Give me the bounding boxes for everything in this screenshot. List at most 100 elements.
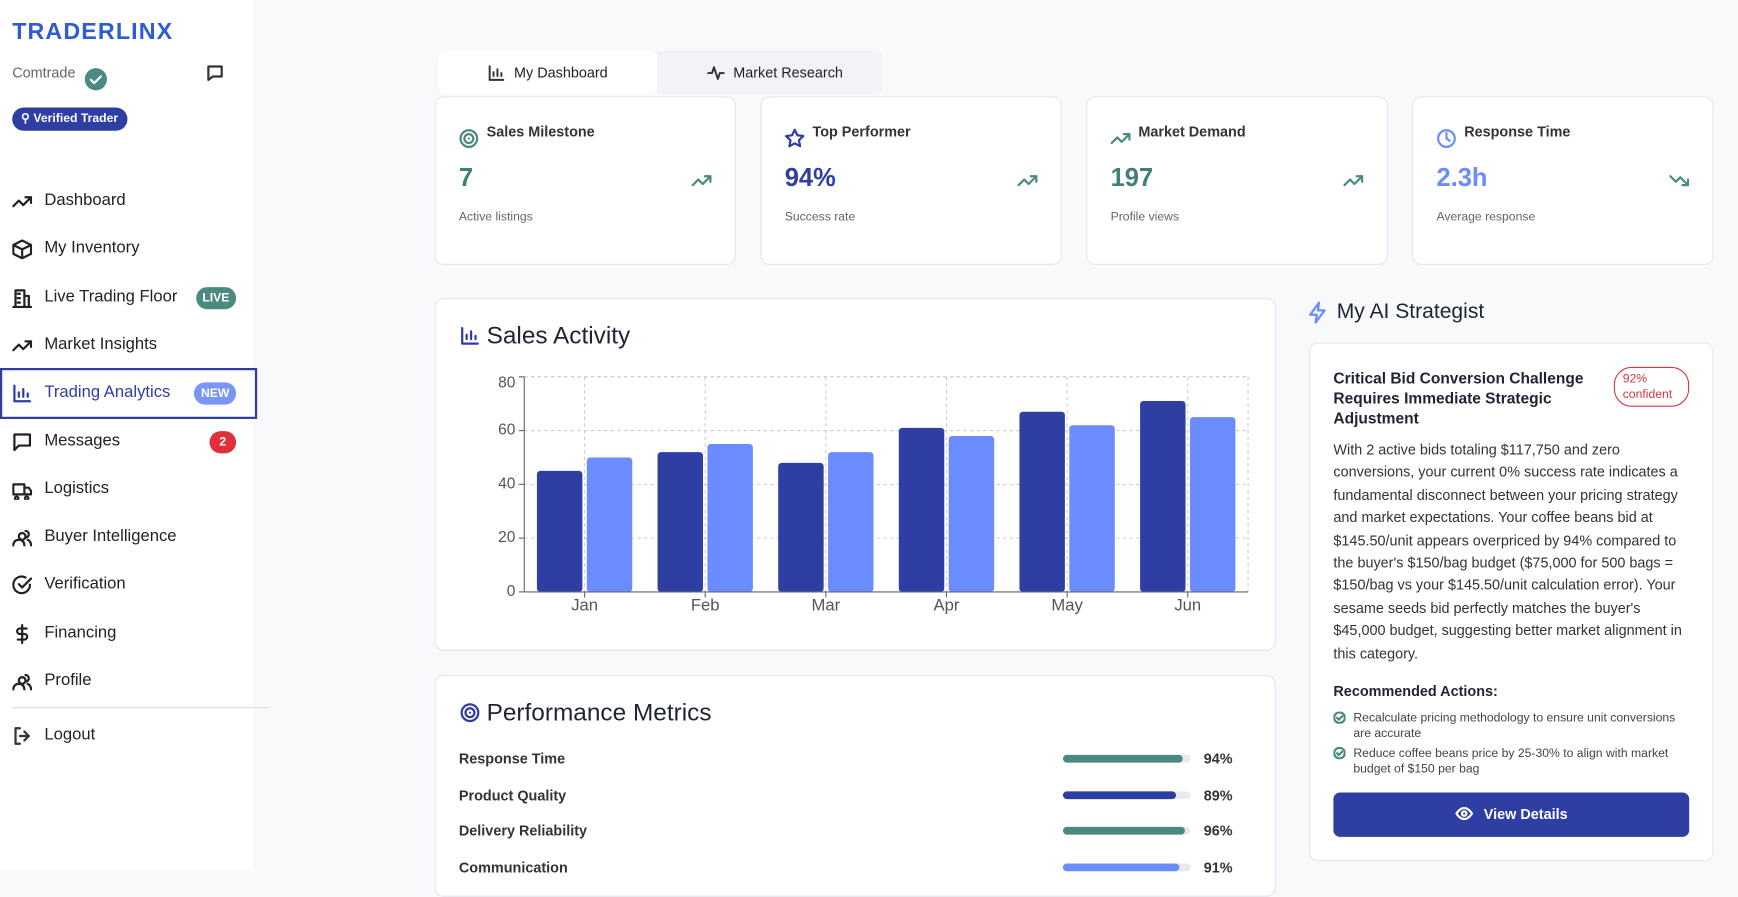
x-tick-label: Jun bbox=[1174, 596, 1201, 615]
tab-icon bbox=[488, 64, 504, 81]
action-item: Recalculate pricing methodology to ensur… bbox=[1353, 711, 1676, 741]
nav-item[interactable]: Messages bbox=[44, 430, 121, 450]
stat-card: Sales Milestone 7 Active listings bbox=[434, 96, 736, 265]
insight-heading: Critical Bid Conversion Challenge Requir… bbox=[1333, 369, 1584, 427]
chart-icon bbox=[461, 326, 479, 345]
metric-bar bbox=[1062, 754, 1183, 763]
section-title: My AI Strategist bbox=[1336, 300, 1485, 324]
tab-label: My Dashboard bbox=[513, 64, 608, 81]
bar bbox=[1019, 411, 1065, 592]
nav-item[interactable]: Financing bbox=[44, 622, 117, 642]
nav-icon bbox=[13, 432, 32, 451]
logout[interactable]: Logout bbox=[44, 724, 96, 744]
stat-card: Response Time 2.3h Average response bbox=[1412, 96, 1714, 265]
bolt-icon bbox=[1309, 301, 1326, 324]
company-name: Comtrade bbox=[12, 64, 76, 81]
nav-icon bbox=[12, 575, 33, 595]
eye-icon bbox=[1454, 806, 1473, 821]
stat-value: 7 bbox=[458, 162, 474, 192]
sales-card: Sales Activity 0 20 40 60 80 Jan Feb Mar Apr May J… bbox=[434, 298, 1276, 651]
tab[interactable]: Market Research bbox=[665, 51, 884, 94]
stat-title: Top Performer bbox=[812, 123, 911, 140]
stat-title: Response Time bbox=[1464, 123, 1571, 140]
check-icon bbox=[1333, 711, 1346, 724]
y-tick-label: 20 bbox=[498, 529, 516, 546]
page: TRADERLINX Comtrade ⚲ Verified Trader Lo… bbox=[0, 18, 1714, 897]
target-icon bbox=[460, 703, 480, 723]
stat-icon bbox=[1437, 129, 1456, 148]
bar bbox=[1189, 417, 1236, 592]
nav-tag: 2 bbox=[209, 430, 237, 453]
metric-value: 89% bbox=[1203, 786, 1233, 804]
chat-icon[interactable] bbox=[206, 64, 224, 82]
nav-icon bbox=[12, 340, 33, 352]
x-tick-label: Mar bbox=[812, 596, 841, 615]
trend-icon bbox=[1669, 175, 1690, 187]
metric-bar bbox=[1062, 790, 1177, 799]
bar bbox=[1140, 401, 1186, 592]
y-tick-label: 40 bbox=[498, 475, 516, 492]
nav-item[interactable]: Logistics bbox=[44, 478, 110, 498]
strategist-card: Critical Bid Conversion Challenge Requir… bbox=[1309, 342, 1714, 862]
nav-tag: NEW bbox=[194, 382, 237, 405]
stat-caption: Active listings bbox=[458, 210, 533, 224]
nav-icon bbox=[12, 196, 33, 208]
bar bbox=[898, 427, 945, 592]
metric-label: Communication bbox=[458, 858, 568, 876]
actions-title: Recommended Actions: bbox=[1333, 682, 1498, 700]
nav-icon bbox=[16, 623, 29, 644]
view-details-button[interactable]: View Details bbox=[1333, 792, 1690, 837]
stat-caption: Average response bbox=[1436, 210, 1536, 224]
divider bbox=[12, 707, 269, 709]
metric-bar bbox=[1062, 826, 1186, 835]
nav-icon bbox=[12, 239, 33, 260]
confidence-badge: 92% confident bbox=[1613, 366, 1690, 407]
trend-icon bbox=[1343, 175, 1364, 187]
app: TRADERLINX Comtrade ⚲ Verified Trader Lo… bbox=[0, 18, 1714, 897]
trend-icon bbox=[691, 175, 712, 187]
x-tick-label: Jan bbox=[571, 596, 598, 615]
stat-card: Top Performer 94% Success rate bbox=[760, 96, 1062, 265]
metric-label: Response Time bbox=[458, 750, 566, 768]
logout-icon bbox=[14, 727, 30, 745]
nav-item[interactable]: Live Trading Floor bbox=[44, 286, 178, 306]
button-label: View Details bbox=[1483, 805, 1568, 823]
nav-item[interactable]: Dashboard bbox=[44, 190, 126, 210]
logo[interactable]: TRADERLINX bbox=[12, 18, 174, 45]
tab-icon bbox=[706, 65, 725, 80]
check-icon bbox=[1333, 747, 1346, 760]
trend-icon bbox=[1017, 175, 1038, 187]
nav-icon bbox=[12, 529, 33, 547]
stat-icon bbox=[1110, 133, 1131, 145]
metric-bar bbox=[1062, 862, 1179, 871]
bar bbox=[948, 435, 995, 592]
nav-item[interactable]: Buyer Intelligence bbox=[44, 526, 177, 546]
chart: 0 20 40 60 80 Jan Feb Mar Apr May Jun bbox=[498, 375, 1249, 615]
x-tick-label: May bbox=[1051, 596, 1083, 615]
tab[interactable]: My Dashboard bbox=[438, 51, 657, 94]
nav-icon bbox=[12, 483, 33, 500]
nav-item[interactable]: Profile bbox=[44, 670, 92, 690]
stat-value: 197 bbox=[1110, 162, 1154, 192]
card-title: Performance Metrics bbox=[486, 698, 712, 727]
stat-icon bbox=[784, 128, 805, 148]
bar bbox=[657, 452, 704, 592]
stat-title: Sales Milestone bbox=[486, 123, 595, 140]
nav-item[interactable]: Trading Analytics bbox=[44, 382, 171, 402]
verified-icon bbox=[84, 68, 107, 91]
nav-item[interactable]: Verification bbox=[44, 574, 126, 594]
nav-item[interactable]: Market Insights bbox=[44, 334, 158, 354]
nav-icon bbox=[12, 673, 33, 691]
metric-value: 94% bbox=[1203, 750, 1233, 768]
stat-value: 94% bbox=[784, 162, 836, 192]
badge-text: Verified Trader bbox=[33, 111, 119, 126]
y-tick-label: 60 bbox=[498, 422, 516, 439]
performance-card: Performance Metrics Response Time 94% Prod… bbox=[434, 675, 1276, 897]
stat-value: 2.3h bbox=[1436, 162, 1488, 192]
nav-icon bbox=[13, 384, 32, 403]
bar bbox=[586, 457, 633, 592]
metric-label: Delivery Reliability bbox=[458, 822, 588, 840]
y-tick-label: 0 bbox=[507, 583, 516, 600]
card-title: Sales Activity bbox=[486, 321, 631, 350]
nav-item[interactable]: My Inventory bbox=[44, 238, 140, 258]
